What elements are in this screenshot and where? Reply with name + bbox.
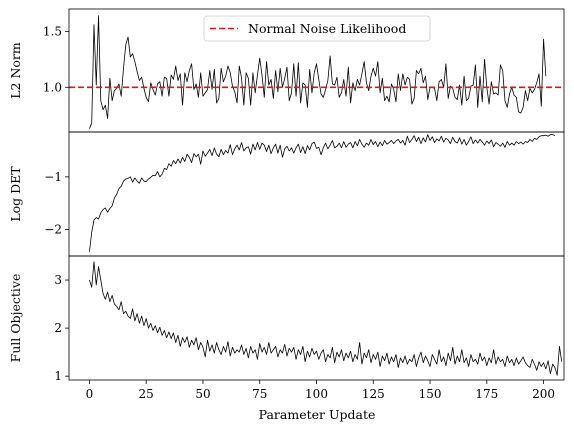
y-axis-label: Full Objective <box>8 274 23 363</box>
x-tick-label: 50 <box>195 387 210 401</box>
y-axis-label: Log DET <box>8 166 23 222</box>
panel-1: 1.0 1.5 L2 Norm Normal Noise Likelihood <box>8 8 565 133</box>
legend-entry: Normal Noise Likelihood <box>248 21 406 36</box>
legend-box <box>203 15 431 42</box>
y-tick-label: 1.5 <box>43 24 62 38</box>
y-tick-label: −1 <box>44 170 62 184</box>
x-tick-label: 75 <box>252 387 267 401</box>
panel-3: 1 2 3 Full Objective <box>8 255 565 383</box>
y-tick-label: 1.0 <box>43 80 62 94</box>
y-tick-label: −2 <box>44 223 62 237</box>
x-tick-label: 0 <box>86 387 94 401</box>
y-tick-label: 2 <box>54 321 62 335</box>
plot-frame <box>68 131 565 257</box>
series-line-1 <box>89 134 556 252</box>
y-axis-label: L2 Norm <box>8 42 23 99</box>
panel-2: −2 −1 Log DET <box>8 131 565 257</box>
x-tick-label: 175 <box>475 387 498 401</box>
x-tick-label: 25 <box>139 387 154 401</box>
x-tick-label: 200 <box>532 387 555 401</box>
y-tick-label: 1 <box>54 369 62 383</box>
legend: Normal Noise Likelihood <box>203 15 431 42</box>
x-tick-label: 150 <box>419 387 442 401</box>
series-line-1 <box>89 261 563 376</box>
x-axis-label: Parameter Update <box>259 407 376 422</box>
x-tick-label: 125 <box>362 387 385 401</box>
series-line-1 <box>89 15 547 129</box>
y-tick-label: 3 <box>54 273 62 287</box>
x-tick-label: 100 <box>305 387 328 401</box>
plot-frame <box>68 255 565 381</box>
